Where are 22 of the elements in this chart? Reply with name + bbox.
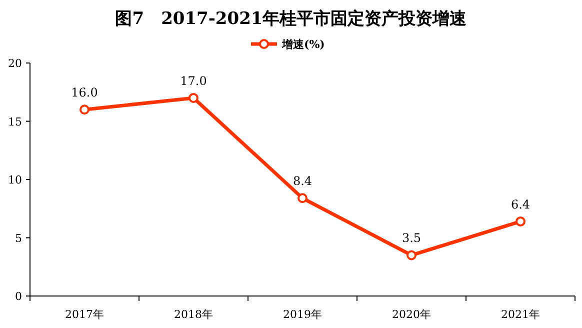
point <box>406 250 416 260</box>
x-tick-label: 2018年 <box>174 308 213 321</box>
point <box>80 104 90 115</box>
x-tick-label: 2020年 <box>392 308 431 321</box>
data-label: 6.4 <box>510 197 530 212</box>
x-tick-label: 2021年 <box>501 308 540 321</box>
y-tick-label: 20 <box>8 57 22 70</box>
y-tick-label: 10 <box>8 174 22 186</box>
point <box>516 216 526 226</box>
x-tick-label: 2017年 <box>65 308 104 321</box>
legend-label: 增速(%) <box>281 38 325 51</box>
data-label: 17.0 <box>180 74 207 88</box>
data-label: 8.4 <box>292 174 312 188</box>
y-tick-label: 0 <box>15 290 22 303</box>
y-tick-label: 15 <box>8 115 22 128</box>
point <box>298 193 308 204</box>
data-label: 3.5 <box>402 231 422 246</box>
chart-title: 图7 2017-2021年桂平市固定资产投资增速 <box>115 9 467 29</box>
point <box>188 92 198 103</box>
data-label: 16.0 <box>71 86 98 100</box>
x-tick-label: 2019年 <box>283 308 322 321</box>
y-tick-label: 5 <box>15 232 22 245</box>
